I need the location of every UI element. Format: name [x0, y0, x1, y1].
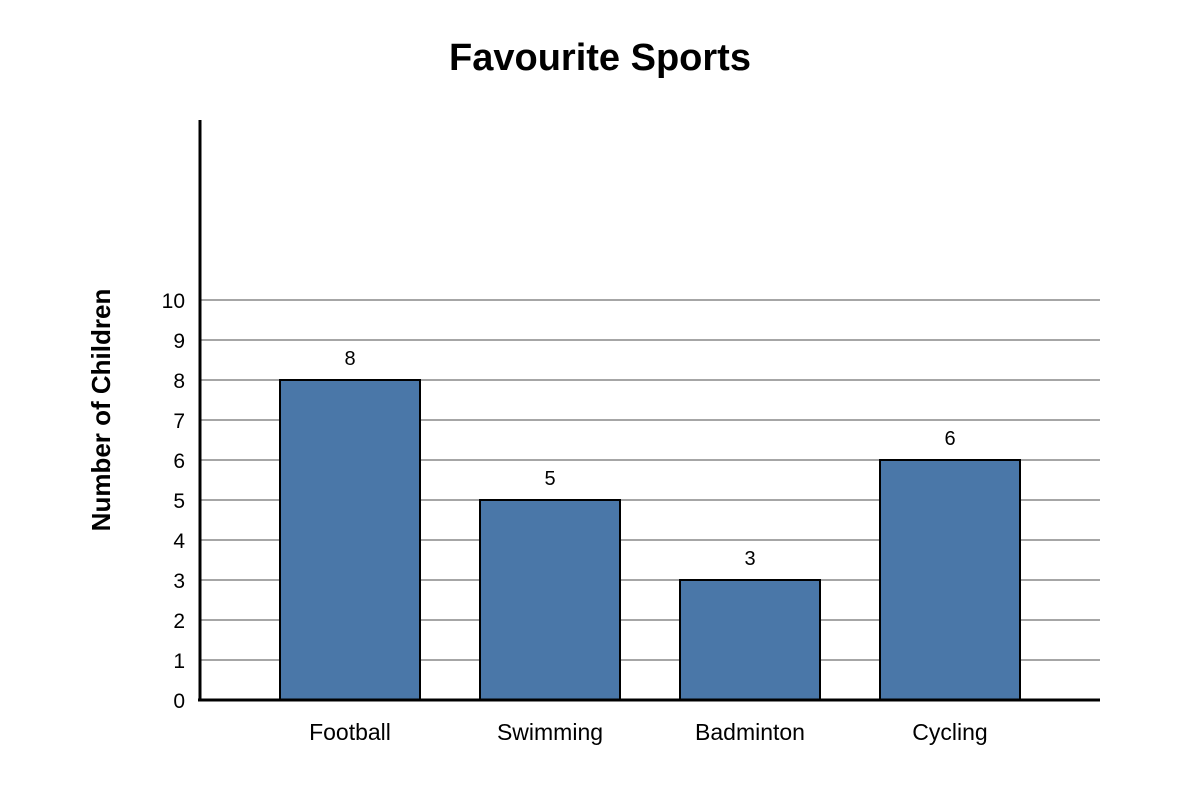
data-label: 8 — [344, 348, 355, 370]
category-label: Badminton — [695, 719, 805, 745]
x-category-labels: Football Swimming Badminton Cycling — [309, 719, 988, 745]
y-tick-label: 1 — [173, 650, 185, 673]
y-tick-label: 8 — [173, 370, 185, 393]
bar — [479, 499, 621, 701]
data-label: 3 — [744, 548, 755, 570]
y-tick-label: 5 — [173, 490, 185, 513]
bar — [679, 579, 821, 701]
data-labels: 8 5 3 6 — [344, 348, 955, 570]
y-tick-label: 0 — [173, 690, 185, 713]
data-label: 6 — [944, 428, 955, 450]
bar — [279, 379, 421, 701]
y-tick-label: 4 — [173, 530, 185, 553]
y-tick-label: 9 — [173, 330, 185, 353]
bar — [879, 459, 1021, 701]
y-axis-label: Number of Children — [86, 289, 116, 532]
category-label: Football — [309, 719, 391, 745]
category-label: Swimming — [497, 719, 603, 745]
y-tick-label: 7 — [173, 410, 185, 433]
y-tick-label: 6 — [173, 450, 185, 473]
y-tick-label: 3 — [173, 570, 185, 593]
data-label: 5 — [544, 468, 555, 490]
y-tick-label: 2 — [173, 610, 185, 633]
y-tick-labels: 0 1 2 3 4 5 6 7 8 9 10 — [162, 290, 186, 713]
chart-title: Favourite Sports — [449, 37, 751, 79]
y-tick-label: 10 — [162, 290, 185, 313]
category-label: Cycling — [912, 719, 987, 745]
